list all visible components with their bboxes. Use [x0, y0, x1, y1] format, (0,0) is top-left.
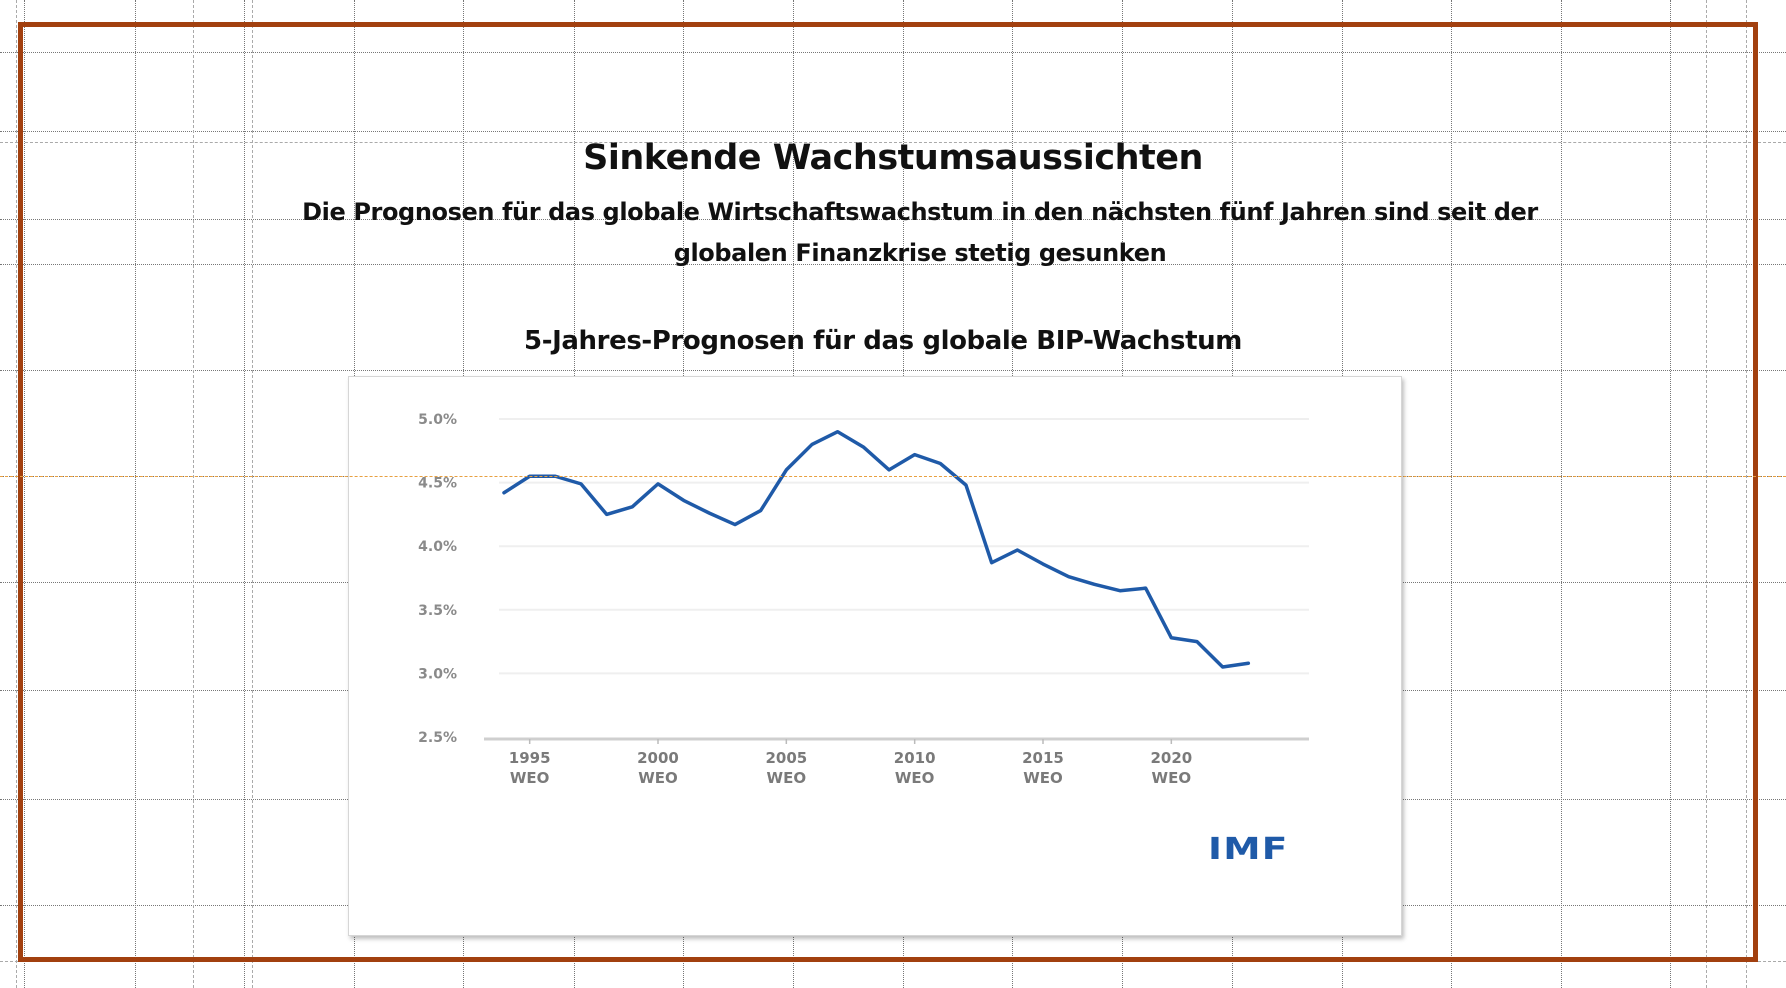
grid-line	[1451, 0, 1452, 988]
y-tick-label: 2.5%	[418, 730, 457, 746]
grid-line	[135, 0, 136, 988]
x-tick-label-sub: WEO	[895, 769, 935, 787]
alignment-guide	[0, 476, 1786, 477]
x-tick-label-sub: WEO	[638, 769, 678, 787]
x-tick-label: 2000	[637, 749, 679, 767]
slide-title: Sinkende Wachstumsaussichten	[583, 138, 1203, 178]
guide-line	[1746, 0, 1747, 988]
series-line	[502, 429, 1251, 669]
imf-logo: IMF	[1208, 832, 1289, 867]
y-tick-label: 3.0%	[418, 666, 457, 682]
grid-line	[0, 264, 1786, 265]
guide-line	[16, 0, 17, 988]
y-tick-label: 3.5%	[418, 603, 457, 619]
y-tick-label: 5.0%	[418, 412, 457, 428]
slide-frame	[18, 22, 1758, 962]
grid-line	[0, 131, 1786, 132]
guide-line	[252, 0, 253, 988]
grid-line	[244, 0, 245, 988]
x-tick-label: 1995	[509, 749, 551, 767]
grid-line	[0, 52, 1786, 53]
grid-line	[24, 0, 25, 988]
guide-line	[1706, 0, 1707, 988]
x-tick-label-sub: WEO	[510, 769, 550, 787]
chart-image[interactable]: 2.5% 3.0% 3.5% 4.0% 4.5% 5.0% 1995 WEO 2000 WEO 20…	[348, 376, 1402, 936]
grid-line	[1561, 0, 1562, 988]
x-tick-label: 2020	[1150, 749, 1192, 767]
line-chart: 2.5% 3.0% 3.5% 4.0% 4.5% 5.0% 1995 WEO 2000 WEO 20…	[418, 412, 1309, 787]
y-tick-label: 4.5%	[418, 476, 457, 492]
x-tick-label: 2005	[765, 749, 807, 767]
x-tick-label: 2010	[894, 749, 936, 767]
slide-subtitle: Die Prognosen für das globale Wirtschaft…	[302, 198, 1538, 267]
x-tick-label: 2015	[1022, 749, 1064, 767]
guide-line	[193, 0, 194, 988]
x-tick-label-sub: WEO	[1152, 769, 1192, 787]
y-tick-label: 4.0%	[418, 539, 457, 555]
x-tick-label-sub: WEO	[767, 769, 807, 787]
chart-title: 5-Jahres-Prognosen für das globale BIP-W…	[524, 326, 1242, 356]
grid-line	[0, 370, 1786, 371]
guide-line	[0, 142, 1786, 143]
grid-line	[1670, 0, 1671, 988]
grid-line	[0, 219, 1786, 220]
x-tick-label-sub: WEO	[1023, 769, 1063, 787]
